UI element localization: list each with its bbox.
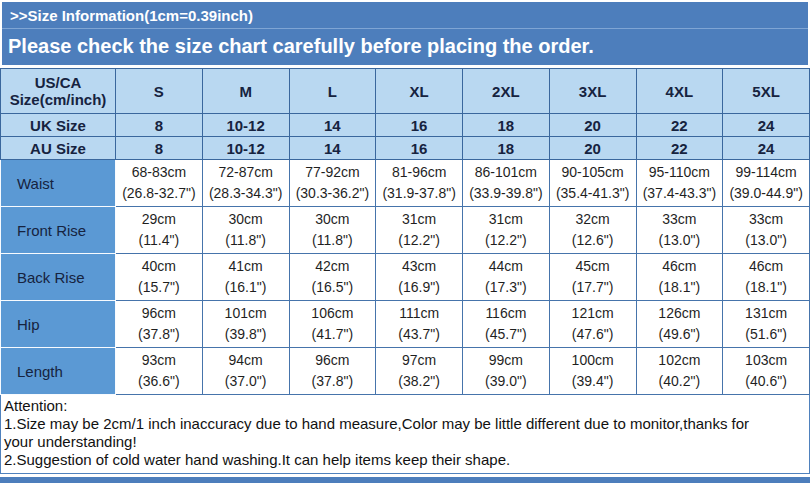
measurement-cell: 46cm(18.1") (723, 254, 810, 301)
size-col-header-2xl: 2XL (463, 69, 550, 114)
section-subtitle: Please check the size chart carefully be… (2, 29, 808, 65)
au-size-cell: 8 (116, 137, 203, 160)
size-col-header-3xl: 3XL (549, 69, 636, 114)
table-row-length: Length 93cm(36.6") 94cm(37.0") 96cm(37.8… (1, 348, 810, 395)
attention-line-2: your understanding! (4, 433, 805, 451)
attention-line-1: 1.Size may be 2cm/1 inch inaccuracy due … (4, 415, 805, 433)
attention-title: Attention: (4, 397, 805, 415)
measurement-cell: 126cm(49.6") (636, 301, 723, 348)
header-us-ca-line2: Size(cm/inch) (1, 91, 115, 108)
table-row-front-rise: Front Rise 29cm(11.4") 30cm(11.8") 30cm(… (1, 207, 810, 254)
attention-line-3: 2.Suggestion of cold water hand washing.… (4, 451, 805, 469)
measurement-cell: 30cm(11.8") (289, 207, 376, 254)
measurement-cell: 131cm(51.6") (723, 301, 810, 348)
uk-size-cell: 16 (376, 114, 463, 137)
uk-size-cell: 18 (463, 114, 550, 137)
measurement-cell: 31cm(12.2") (376, 207, 463, 254)
size-information-section: >>Size Information(1cm=0.39inch) Please … (0, 2, 810, 485)
uk-size-cell: 24 (723, 114, 810, 137)
uk-size-cell: 14 (289, 114, 376, 137)
measurement-label-back-rise: Back Rise (1, 254, 116, 301)
measurement-cell: 41cm(16.1") (202, 254, 289, 301)
next-section-bar (0, 477, 810, 483)
au-size-cell: 18 (463, 137, 550, 160)
table-row-waist: Waist 68-83cm(26.8-32.7") 72-87cm(28.3-3… (1, 160, 810, 207)
au-size-cell: 22 (636, 137, 723, 160)
measurement-cell: 72-87cm(28.3-34.3") (202, 160, 289, 207)
measurement-cell: 46cm(18.1") (636, 254, 723, 301)
measurement-cell: 99cm(39.0") (463, 348, 550, 395)
measurement-cell: 45cm(17.7") (549, 254, 636, 301)
uk-size-cell: 8 (116, 114, 203, 137)
section-title: >>Size Information(1cm=0.39inch) (2, 2, 808, 29)
size-chart-table: US/CA Size(cm/inch) S M L XL 2XL 3XL 4XL… (0, 68, 810, 395)
measurement-cell: 32cm(12.6") (549, 207, 636, 254)
table-row-au-size: AU Size 8 10-12 14 16 18 20 22 24 (1, 137, 810, 160)
measurement-cell: 94cm(37.0") (202, 348, 289, 395)
measurement-label-front-rise: Front Rise (1, 207, 116, 254)
measurement-cell: 97cm(38.2") (376, 348, 463, 395)
measurement-cell: 96cm(37.8") (116, 301, 203, 348)
measurement-cell: 29cm(11.4") (116, 207, 203, 254)
measurement-cell: 40cm(15.7") (116, 254, 203, 301)
measurement-label-length: Length (1, 348, 116, 395)
measurement-cell: 77-92cm(30.3-36.2") (289, 160, 376, 207)
measurement-cell: 44cm(17.3") (463, 254, 550, 301)
size-information-header: >>Size Information(1cm=0.39inch) Please … (2, 2, 808, 65)
measurement-cell: 33cm(13.0") (636, 207, 723, 254)
table-row-hip: Hip 96cm(37.8") 101cm(39.8") 106cm(41.7"… (1, 301, 810, 348)
measurement-cell: 116cm(45.7") (463, 301, 550, 348)
table-row-size-headers: US/CA Size(cm/inch) S M L XL 2XL 3XL 4XL… (1, 69, 810, 114)
measurement-cell: 95-110cm(37.4-43.3") (636, 160, 723, 207)
au-size-cell: 24 (723, 137, 810, 160)
measurement-label-hip: Hip (1, 301, 116, 348)
uk-size-cell: 10-12 (202, 114, 289, 137)
measurement-cell: 42cm(16.5") (289, 254, 376, 301)
measurement-cell: 101cm(39.8") (202, 301, 289, 348)
au-size-cell: 14 (289, 137, 376, 160)
measurement-cell: 111cm(43.7") (376, 301, 463, 348)
au-size-cell: 10-12 (202, 137, 289, 160)
measurement-cell: 90-105cm(35.4-41.3") (549, 160, 636, 207)
measurement-cell: 93cm(36.6") (116, 348, 203, 395)
measurement-label-waist: Waist (1, 160, 116, 207)
uk-size-cell: 20 (549, 114, 636, 137)
measurement-cell: 103cm(40.6") (723, 348, 810, 395)
measurement-cell: 96cm(37.8") (289, 348, 376, 395)
au-size-cell: 16 (376, 137, 463, 160)
measurement-cell: 31cm(12.2") (463, 207, 550, 254)
measurement-cell: 68-83cm(26.8-32.7") (116, 160, 203, 207)
au-size-label: AU Size (1, 137, 116, 160)
size-col-header-s: S (116, 69, 203, 114)
measurement-cell: 121cm(47.6") (549, 301, 636, 348)
measurement-cell: 86-101cm(33.9-39.8") (463, 160, 550, 207)
measurement-cell: 106cm(41.7") (289, 301, 376, 348)
table-row-back-rise: Back Rise 40cm(15.7") 41cm(16.1") 42cm(1… (1, 254, 810, 301)
uk-size-cell: 22 (636, 114, 723, 137)
table-row-uk-size: UK Size 8 10-12 14 16 18 20 22 24 (1, 114, 810, 137)
header-us-ca-line1: US/CA (1, 74, 115, 91)
attention-note: Attention: 1.Size may be 2cm/1 inch inac… (0, 395, 810, 474)
size-col-header-5xl: 5XL (723, 69, 810, 114)
measurement-cell: 99-114cm(39.0-44.9") (723, 160, 810, 207)
header-us-ca-size: US/CA Size(cm/inch) (1, 69, 116, 114)
size-col-header-l: L (289, 69, 376, 114)
measurement-cell: 43cm(16.9") (376, 254, 463, 301)
size-col-header-4xl: 4XL (636, 69, 723, 114)
au-size-cell: 20 (549, 137, 636, 160)
measurement-cell: 102cm(40.2") (636, 348, 723, 395)
size-col-header-m: M (202, 69, 289, 114)
measurement-cell: 81-96cm(31.9-37.8") (376, 160, 463, 207)
measurement-cell: 100cm(39.4") (549, 348, 636, 395)
measurement-cell: 30cm(11.8") (202, 207, 289, 254)
uk-size-label: UK Size (1, 114, 116, 137)
measurement-cell: 33cm(13.0") (723, 207, 810, 254)
size-col-header-xl: XL (376, 69, 463, 114)
